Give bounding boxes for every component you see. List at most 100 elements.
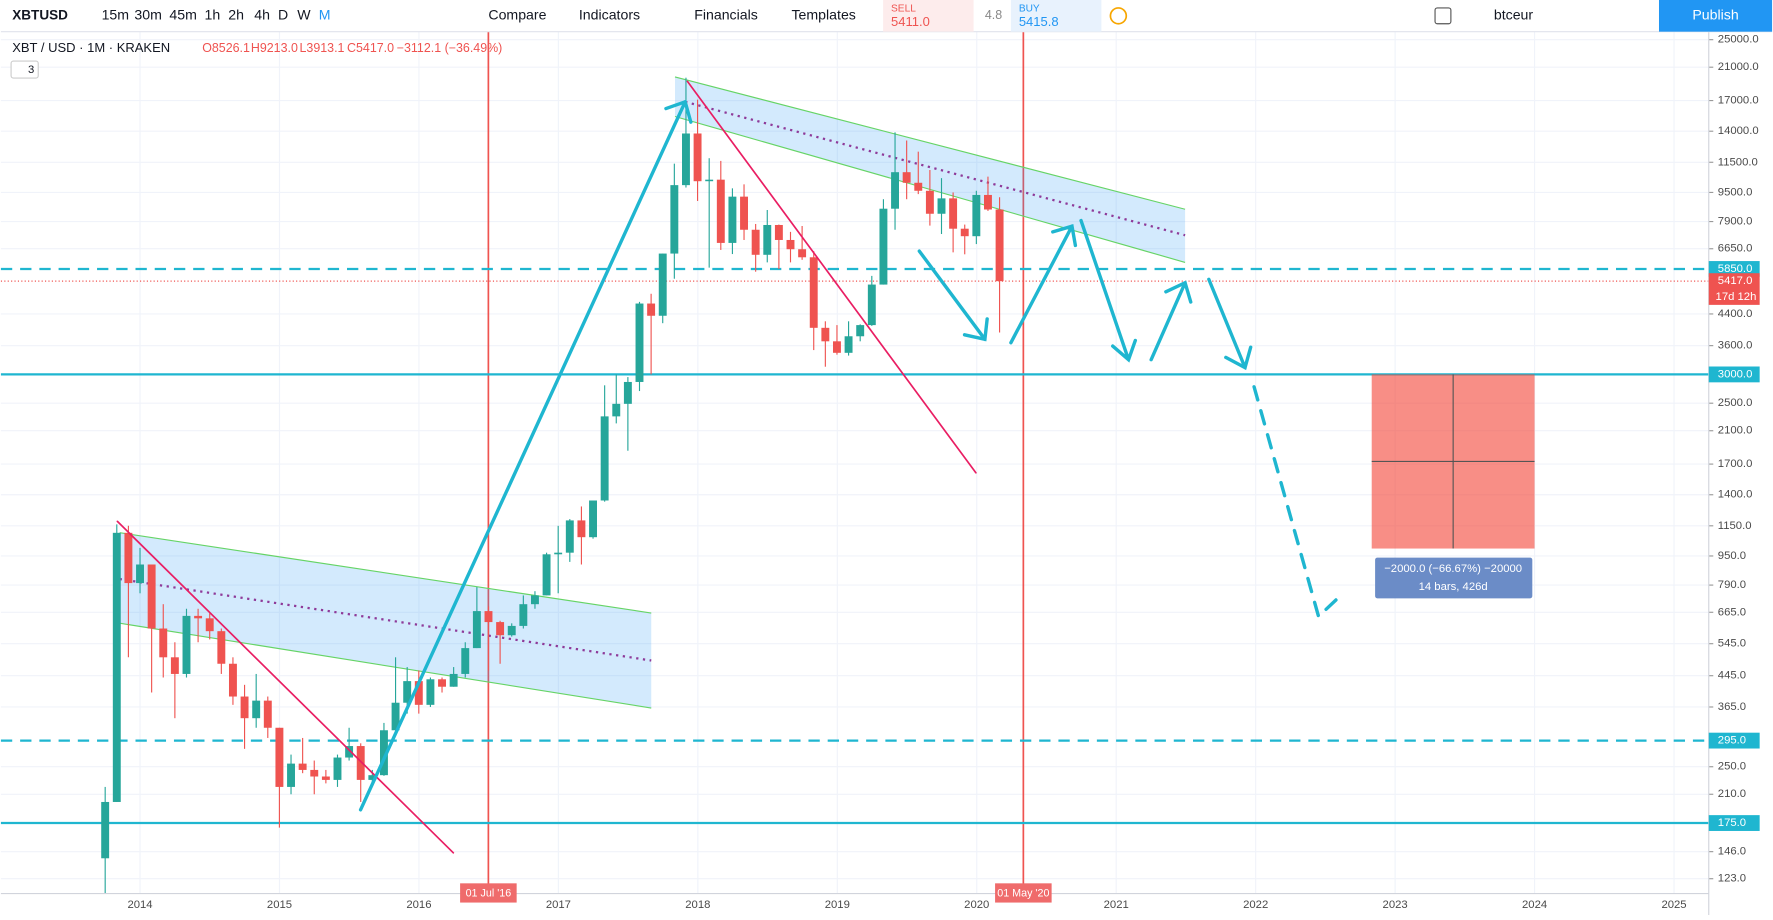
- y-tick-label: 365.0: [1718, 701, 1746, 713]
- toolbar-button[interactable]: Financials: [694, 7, 758, 23]
- level-label: 3000.0: [1718, 368, 1753, 380]
- toolbar-button[interactable]: Templates: [791, 7, 855, 23]
- candle-body: [681, 133, 690, 186]
- candle-body: [600, 416, 609, 501]
- arrow: [1009, 224, 1078, 345]
- candle-body: [345, 746, 354, 758]
- candle-body: [879, 208, 888, 285]
- candle-body: [565, 520, 574, 553]
- x-tick-label: 2015: [267, 899, 292, 911]
- level-label-box: [1708, 732, 1760, 749]
- candle-body: [844, 336, 853, 353]
- candle-body: [496, 622, 505, 636]
- y-tick-label: 1400.0: [1718, 489, 1753, 501]
- arrow: [1149, 280, 1193, 362]
- candle-body: [310, 769, 319, 777]
- channel-edge: [674, 76, 1186, 210]
- level-label-box: [1708, 261, 1760, 277]
- interval[interactable]: 2h: [228, 7, 244, 23]
- y-tick-label: 3600.0: [1718, 340, 1753, 352]
- y-tick-label: 11500.0: [1718, 156, 1758, 168]
- interval[interactable]: 45m: [169, 7, 196, 23]
- candle-body: [554, 552, 563, 555]
- measure-label: −2000.0 (−66.67%) −20000: [1384, 563, 1522, 575]
- candle-body: [147, 564, 156, 629]
- interval[interactable]: 30m: [134, 7, 161, 23]
- candle-body: [891, 172, 899, 209]
- candle-body: [542, 554, 551, 596]
- x-tick-label: 2018: [685, 899, 710, 911]
- trend-line: [686, 80, 977, 474]
- level-label-box: [1708, 815, 1760, 831]
- candle-body: [403, 681, 412, 703]
- interval[interactable]: D: [278, 7, 288, 23]
- candle-body: [647, 303, 656, 316]
- candle-body: [716, 179, 725, 243]
- interval[interactable]: W: [297, 7, 311, 23]
- y-tick-label: 210.0: [1718, 788, 1746, 800]
- sell-price: 5411.0: [891, 14, 930, 29]
- y-tick-label: 2100.0: [1718, 425, 1753, 437]
- trend-drawings: [116, 80, 1341, 854]
- y-tick-label: 445.0: [1718, 670, 1746, 682]
- candle-body: [449, 673, 458, 687]
- publish-button[interactable]: [1658, 0, 1773, 32]
- candle-body: [960, 228, 969, 237]
- symbol[interactable]: XBTUSD: [12, 7, 68, 22]
- candle-body: [438, 679, 446, 687]
- y-tick-label: 14000.0: [1718, 125, 1759, 137]
- candle-body: [774, 224, 783, 240]
- level-label: 5850.0: [1718, 263, 1753, 275]
- candle-body: [252, 700, 261, 719]
- y-tick-label: 790.0: [1718, 579, 1746, 591]
- measure-label-box: [1375, 557, 1533, 599]
- interval[interactable]: 15m: [102, 7, 129, 23]
- x-tick-label: 2024: [1522, 899, 1547, 911]
- y-tick-label: 6650.0: [1718, 243, 1753, 255]
- y-tick-label: 25000.0: [1718, 34, 1759, 46]
- candle-body: [333, 757, 342, 780]
- collapse-badge[interactable]: [10, 60, 39, 79]
- legend-ohlc: H9213.0: [251, 41, 298, 55]
- x-tick-label: 2025: [1661, 899, 1686, 911]
- candle-body: [856, 325, 865, 337]
- interval[interactable]: 1h: [204, 7, 220, 23]
- account[interactable]: btceur: [1494, 7, 1534, 23]
- checkbox: [1434, 7, 1452, 25]
- toolbar-button[interactable]: Indicators: [579, 7, 640, 23]
- trend-line: [116, 520, 455, 854]
- candle-body: [287, 763, 295, 787]
- candle-body: [519, 604, 528, 626]
- y-tick-label: 4400.0: [1718, 308, 1753, 320]
- buy-box[interactable]: [1010, 0, 1102, 32]
- legend-ohlc: C5417.0: [347, 41, 394, 55]
- toolbar-button[interactable]: Compare: [488, 7, 546, 23]
- candle-body: [821, 327, 830, 342]
- sell-box[interactable]: [883, 0, 974, 32]
- candle-body: [809, 257, 818, 328]
- interval[interactable]: 4h: [254, 7, 270, 23]
- y-tick-label: 7900.0: [1718, 216, 1753, 228]
- candle-body: [635, 303, 644, 382]
- channel-edge: [119, 532, 652, 614]
- y-tick-label: 950.0: [1718, 550, 1746, 562]
- x-tick-label: 2019: [825, 899, 850, 911]
- drawings: [119, 76, 1535, 709]
- candle-body: [275, 727, 284, 787]
- candle-body: [867, 284, 876, 326]
- legend-ohlc: O8526.1: [202, 41, 250, 55]
- candle-body: [182, 615, 191, 674]
- interval[interactable]: M: [319, 7, 331, 23]
- arrow: [1079, 218, 1138, 363]
- candle-body: [751, 229, 760, 255]
- candle-body: [484, 611, 493, 623]
- x-tick-label: 2016: [406, 899, 431, 911]
- candle-body: [194, 615, 203, 619]
- candle-body: [217, 631, 226, 664]
- y-tick-label: 123.0: [1718, 873, 1746, 885]
- arrow: [917, 249, 989, 342]
- candle-body: [356, 746, 365, 780]
- x-tick-label: 2023: [1383, 899, 1408, 911]
- y-tick-label: 17000.0: [1718, 95, 1759, 107]
